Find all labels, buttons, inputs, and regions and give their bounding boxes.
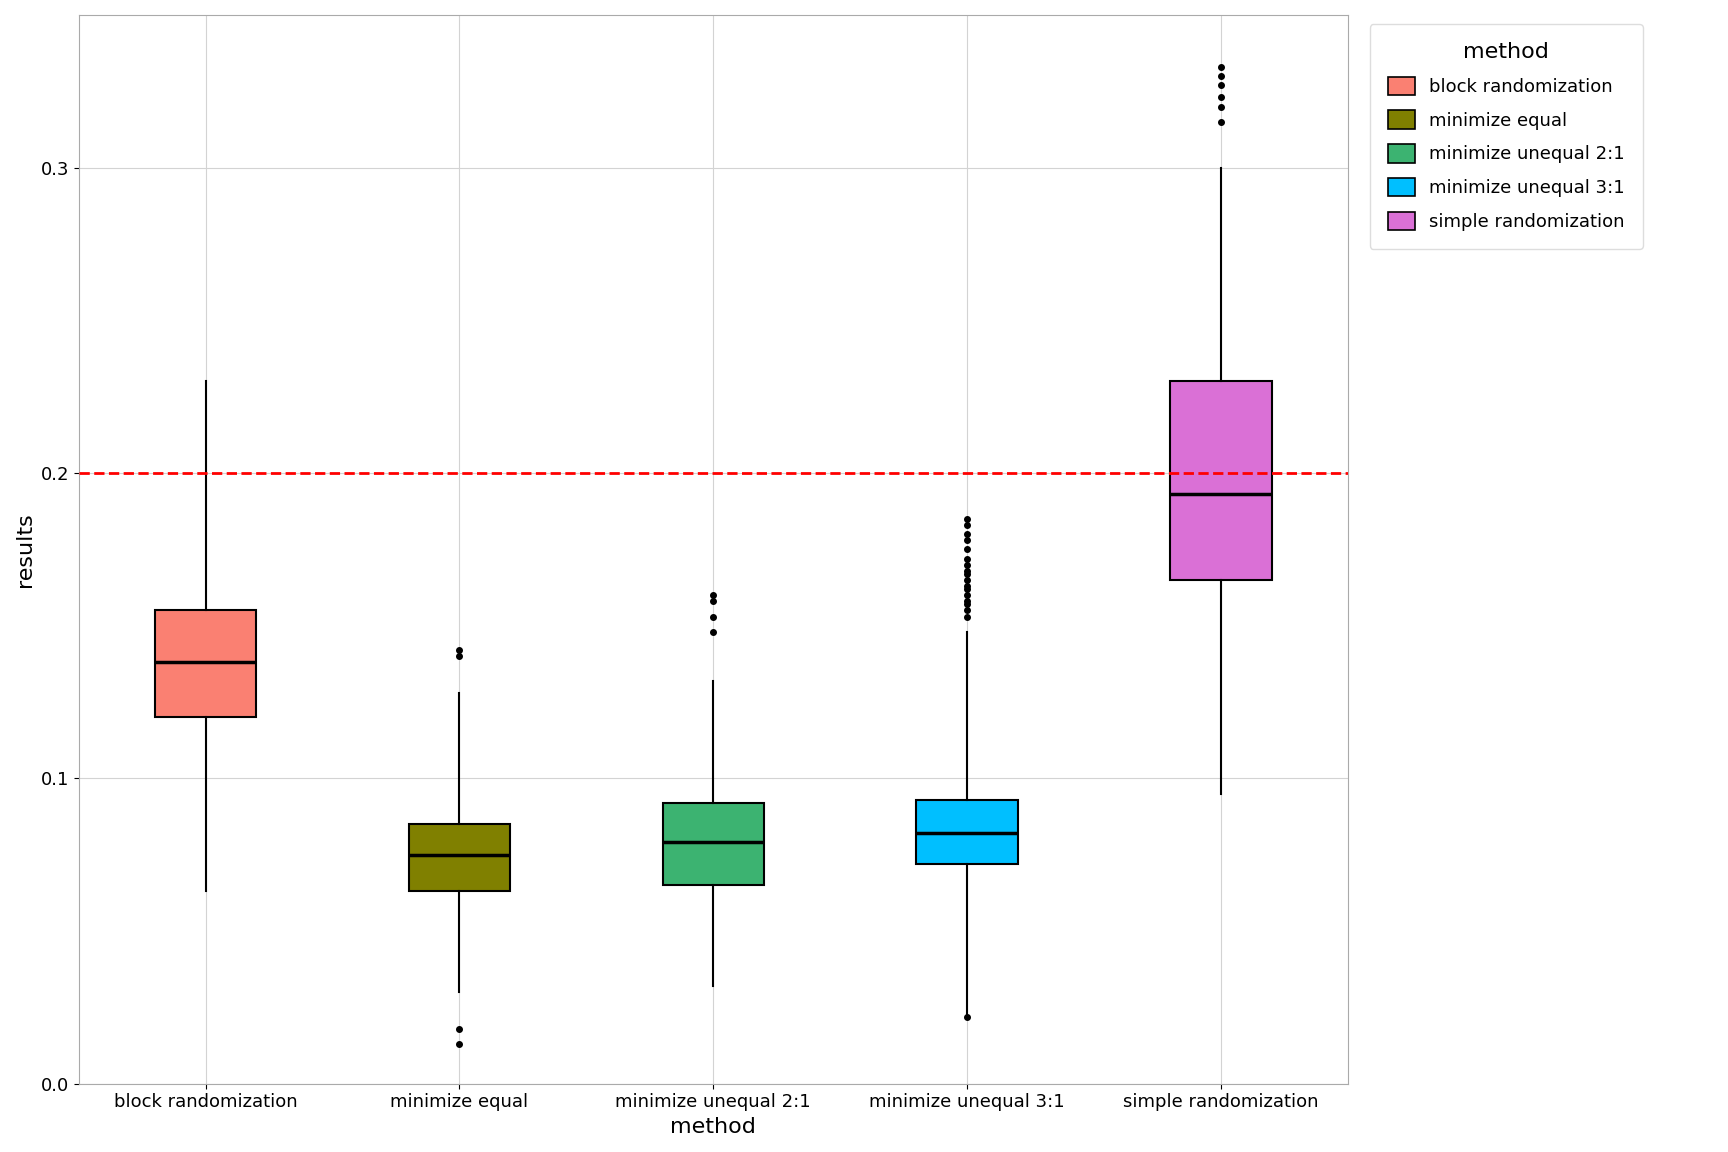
Legend: block randomization, minimize equal, minimize unequal 2:1, minimize unequal 3:1,: block randomization, minimize equal, min… xyxy=(1370,24,1643,249)
PathPatch shape xyxy=(916,799,1018,864)
PathPatch shape xyxy=(156,611,256,718)
PathPatch shape xyxy=(662,803,764,885)
Y-axis label: results: results xyxy=(16,511,35,586)
PathPatch shape xyxy=(1170,381,1272,579)
PathPatch shape xyxy=(410,824,510,892)
X-axis label: method: method xyxy=(670,1117,757,1137)
